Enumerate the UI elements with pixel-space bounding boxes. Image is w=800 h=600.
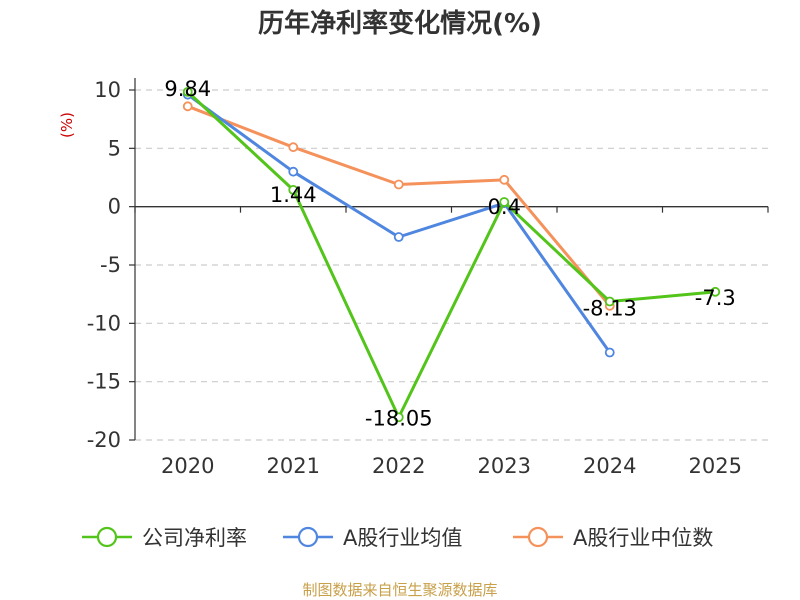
y-tick-label: -20 — [87, 428, 121, 452]
legend-marker — [96, 526, 118, 548]
x-tick-label: 2024 — [583, 454, 636, 478]
data-label: -18.05 — [365, 406, 433, 430]
data-point — [710, 286, 721, 297]
y-tick-label: 0 — [108, 195, 121, 219]
x-tick-label: 2023 — [478, 454, 531, 478]
data-point — [393, 412, 404, 423]
data-point — [182, 101, 193, 112]
data-point — [288, 142, 299, 153]
data-label: 9.84 — [164, 77, 211, 101]
y-tick-label: -10 — [87, 311, 121, 335]
x-tick-label: 2020 — [161, 454, 214, 478]
x-tick-label: 2025 — [689, 454, 742, 478]
series-line-1 — [186, 93, 611, 354]
data-point — [182, 86, 193, 97]
legend-marker — [527, 526, 549, 548]
y-axis-label: (%) — [58, 112, 76, 138]
y-tick-label: -5 — [100, 253, 121, 277]
legend-entry[interactable]: 公司净利率 — [142, 526, 247, 550]
data-point — [393, 232, 404, 242]
x-tick-label: 2022 — [372, 454, 425, 478]
data-point — [604, 296, 615, 307]
data-label: -7.3 — [695, 286, 736, 310]
data-label: 1.44 — [270, 183, 317, 207]
y-tick-label: -15 — [87, 370, 121, 394]
legend-entry[interactable]: A股行业均值 — [343, 526, 462, 550]
data-point — [288, 184, 299, 195]
series-line-0 — [186, 90, 716, 419]
legend-entry[interactable]: A股行业中位数 — [573, 526, 713, 550]
data-point — [499, 197, 510, 207]
data-source-note: 制图数据来自恒生聚源数据库 — [302, 581, 497, 599]
x-tick-label: 2021 — [267, 454, 320, 478]
data-point — [499, 174, 510, 185]
data-point — [393, 179, 404, 190]
y-tick-label: 5 — [108, 136, 121, 160]
legend-marker — [297, 526, 319, 548]
y-tick-label: 10 — [94, 78, 121, 102]
data-label: -8.13 — [583, 297, 637, 321]
data-point — [604, 347, 615, 358]
data-point — [288, 166, 299, 177]
chart-title: 历年净利率变化情况(%) — [258, 8, 542, 39]
data-label: 0.4 — [488, 195, 521, 219]
